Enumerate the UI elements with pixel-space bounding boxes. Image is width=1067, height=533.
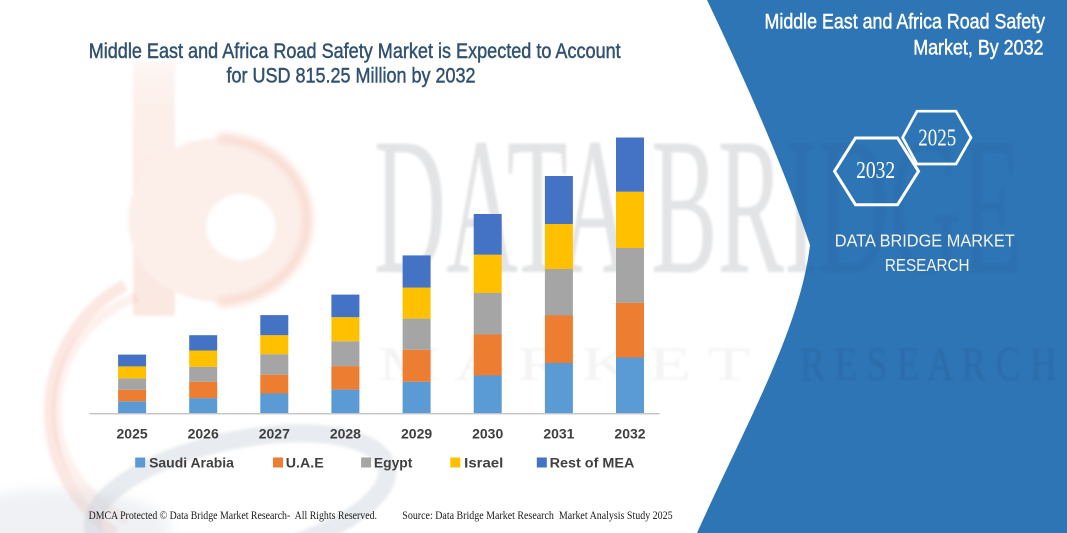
svg-text:Middle East and Africa Road Sa: Middle East and Africa Road Safety Marke… [89,40,621,63]
svg-text:2029: 2029 [401,426,432,442]
svg-text:2027: 2027 [259,426,290,442]
svg-text:2025: 2025 [117,426,148,442]
svg-text:Rest of MEA: Rest of MEA [550,455,635,470]
svg-text:Egypt: Egypt [374,455,413,470]
svg-text:Source: Data Bridge Market Res: Source: Data Bridge Market Research Mark… [402,510,673,522]
svg-text:for USD 815.25 Million by 2032: for USD 815.25 Million by 2032 [227,64,476,87]
svg-text:2030: 2030 [472,426,503,442]
svg-text:Market, By 2032: Market, By 2032 [913,36,1043,59]
svg-text:2028: 2028 [330,426,361,442]
svg-text:Middle East and Africa Road Sa: Middle East and Africa Road Safety [765,11,1046,34]
svg-text:U.A.E: U.A.E [286,455,324,470]
svg-text:2032: 2032 [614,426,645,442]
svg-text:2026: 2026 [188,426,219,442]
svg-text:RESEARCH: RESEARCH [885,255,970,275]
svg-text:Israel: Israel [464,455,503,470]
svg-text:DATA BRIDGE MARKET: DATA BRIDGE MARKET [835,231,1015,251]
svg-text:2025: 2025 [918,126,956,152]
svg-text:R E S E A R C H: R E S E A R C H [800,338,1057,391]
svg-text:DMCA Protected © Data Bridge M: DMCA Protected © Data Bridge Market Rese… [89,510,378,522]
svg-text:2031: 2031 [543,426,574,442]
svg-text:Saudi Arabia: Saudi Arabia [149,455,234,470]
svg-text:2032: 2032 [856,158,895,184]
